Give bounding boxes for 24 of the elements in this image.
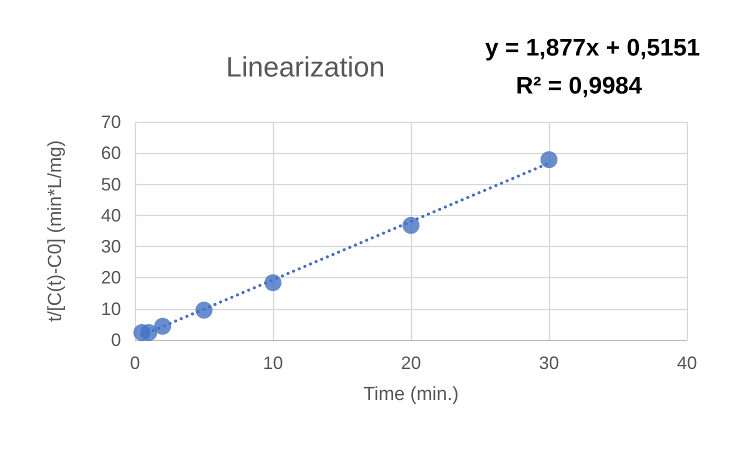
y-tick-label: 20 <box>100 268 121 288</box>
y-tick-label: 10 <box>100 298 121 319</box>
x-axis-title: Time (min.) <box>363 384 459 405</box>
point <box>196 302 212 319</box>
y-tick-label: 70 <box>100 112 121 132</box>
point <box>264 274 282 292</box>
point <box>402 216 420 234</box>
point <box>154 318 172 335</box>
y-tick-label: 40 <box>100 205 121 226</box>
y-tick-label: 0 <box>110 330 121 350</box>
chart-title: Linearization <box>226 52 385 82</box>
y-tick-label: 60 <box>100 143 121 164</box>
x-tick-label: 40 <box>676 353 698 373</box>
x-tick-label: 0 <box>130 353 140 373</box>
x-tick-label: 30 <box>538 353 560 373</box>
text: R² = 0,9984 <box>516 72 643 100</box>
text: y = 1,877x + 0,5151 <box>485 34 700 62</box>
x-tick-label: 10 <box>262 353 284 373</box>
point <box>540 151 558 168</box>
y-axis-title: t/[C(t)-C0] (min*L/mg) <box>45 140 66 322</box>
y-tick-label: 50 <box>100 174 121 194</box>
y-tick-label: 30 <box>100 236 121 257</box>
x-tick-label: 20 <box>400 353 422 373</box>
point <box>140 324 158 342</box>
